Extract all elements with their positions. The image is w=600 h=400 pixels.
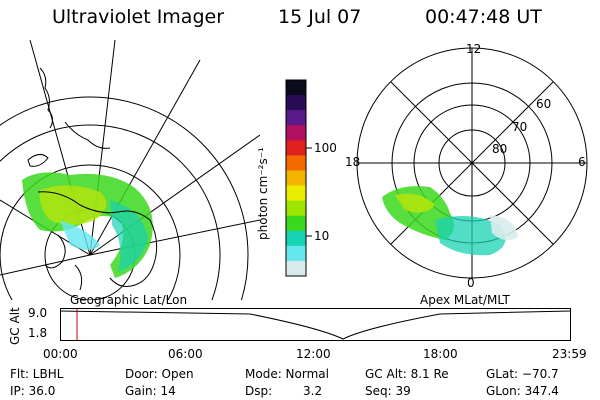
colorbar-segment [286, 170, 306, 187]
geo-panel-label: Geographic Lat/Lon [70, 293, 188, 307]
timeline-x-tick: 00:00 [43, 347, 78, 361]
date-label: 15 Jul 07 [278, 6, 362, 28]
colorbar-segment [286, 80, 306, 96]
timeline-x-tick: 23:59 [552, 347, 587, 361]
lat-circle [0, 124, 221, 300]
meridian-line [89, 219, 260, 256]
colorbar-segment [286, 95, 306, 111]
colorbar [285, 79, 312, 277]
colorbar-unit-label: photon cm⁻²s⁻¹ [256, 147, 270, 240]
glon-info: GLon: 347.4 [486, 384, 559, 398]
mode-info: Mode: Normal [245, 367, 329, 381]
seq-info: Seq: 39 [365, 384, 411, 398]
mlt-label-12: 12 [466, 42, 482, 56]
timeline-y-tick-top: 9.0 [28, 306, 48, 320]
mlt-label-18: 18 [345, 155, 361, 169]
colorbar-segment [286, 230, 306, 247]
filter-info: Flt: LBHL [10, 367, 64, 381]
colorbar-tick-10: 10 [314, 229, 330, 243]
timeline-axis-label: GC Alt [8, 307, 22, 345]
colorbar-segment [286, 185, 306, 202]
colorbar-segment [286, 245, 306, 262]
apex-panel-label: Apex MLat/MLT [420, 293, 510, 307]
gain-info: Gain: 14 [125, 384, 176, 398]
timeline-x-tick: 12:00 [296, 347, 331, 361]
ip-info: IP: 36.0 [10, 384, 56, 398]
colorbar-tick-100: 100 [314, 141, 337, 155]
mlt-label-0: 0 [467, 276, 475, 290]
gc-alt-info: GC Alt: 8.1 Re [365, 367, 449, 381]
colorbar-segment [286, 140, 306, 156]
timeline-y-tick-bottom: 1.8 [28, 326, 48, 340]
colorbar-segment [286, 260, 306, 277]
altitude-curve [60, 310, 571, 340]
timeline-x-tick: 06:00 [168, 347, 203, 361]
timeline-x-tick: 18:00 [423, 347, 458, 361]
instrument-title: Ultraviolet Imager [52, 6, 225, 28]
apex-polar-plot [356, 47, 588, 279]
colorbar-segment [286, 215, 306, 232]
coastline [27, 67, 158, 291]
mlt-label-6: 6 [578, 155, 586, 169]
apex-aurora-emission [382, 186, 518, 256]
colorbar-segment [286, 155, 306, 171]
timeline-plot [60, 308, 571, 341]
aurora-emission [22, 172, 153, 278]
glat-info: GLat: −70.7 [486, 367, 559, 381]
mlat-label-70: 70 [512, 120, 528, 134]
lat-circle [0, 96, 249, 300]
colorbar-segment [286, 125, 306, 141]
dsp-value: 3.2 [303, 384, 323, 398]
mlat-label-80: 80 [492, 142, 508, 156]
lat-circle [0, 164, 181, 300]
time-label: 00:47:48 UT [425, 6, 542, 28]
door-info: Door: Open [125, 367, 194, 381]
mlat-label-60: 60 [536, 97, 552, 111]
meridian-line [89, 59, 201, 256]
dsp-label: Dsp: [245, 384, 273, 398]
colorbar-segment [286, 200, 306, 217]
meridian-line [89, 40, 116, 256]
geographic-map [0, 40, 260, 300]
colorbar-segment [286, 110, 306, 126]
